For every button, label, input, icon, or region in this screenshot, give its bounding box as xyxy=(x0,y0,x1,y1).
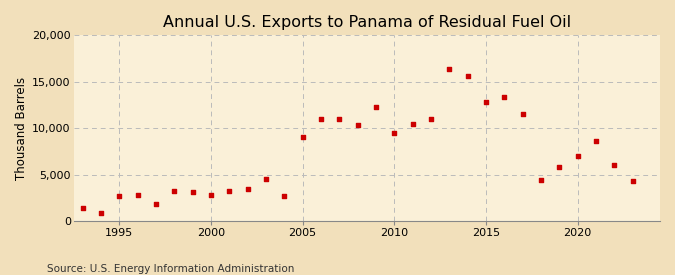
Point xyxy=(352,123,363,128)
Point xyxy=(114,194,125,198)
Point xyxy=(371,104,381,109)
Title: Annual U.S. Exports to Panama of Residual Fuel Oil: Annual U.S. Exports to Panama of Residua… xyxy=(163,15,571,30)
Point xyxy=(261,177,271,182)
Point xyxy=(517,112,528,117)
Point xyxy=(444,67,455,71)
Point xyxy=(425,117,436,121)
Point xyxy=(78,206,88,210)
Point xyxy=(151,202,161,207)
Point xyxy=(206,193,217,197)
Point xyxy=(627,179,638,183)
Point xyxy=(535,178,546,182)
Point xyxy=(462,74,473,78)
Point xyxy=(389,131,400,135)
Point xyxy=(242,186,253,191)
Point xyxy=(609,163,620,167)
Text: Source: U.S. Energy Information Administration: Source: U.S. Energy Information Administ… xyxy=(47,264,294,274)
Point xyxy=(169,189,180,194)
Point xyxy=(481,100,491,104)
Point xyxy=(224,189,235,194)
Point xyxy=(407,122,418,127)
Point xyxy=(132,193,143,197)
Point xyxy=(572,154,583,158)
Point xyxy=(279,194,290,198)
Point xyxy=(334,117,345,121)
Point xyxy=(96,210,107,215)
Point xyxy=(187,190,198,194)
Point xyxy=(316,117,327,121)
Point xyxy=(554,165,564,169)
Point xyxy=(591,139,601,143)
Point xyxy=(297,135,308,140)
Y-axis label: Thousand Barrels: Thousand Barrels xyxy=(15,77,28,180)
Point xyxy=(499,94,510,99)
